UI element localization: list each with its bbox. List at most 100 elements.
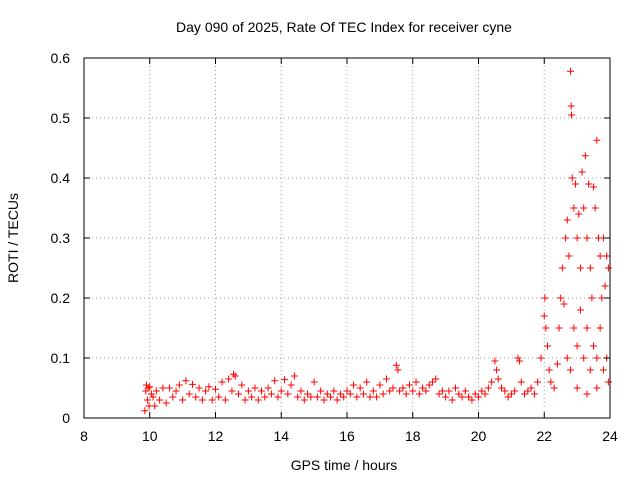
data-point xyxy=(277,387,285,395)
data-point xyxy=(547,378,555,386)
data-point xyxy=(590,342,598,350)
data-point xyxy=(581,152,589,160)
data-point xyxy=(396,387,404,395)
x-axis-label: GPS time / hours xyxy=(291,457,398,473)
data-point xyxy=(545,366,553,374)
data-point xyxy=(585,180,593,188)
data-point xyxy=(588,294,596,302)
data-point xyxy=(198,396,206,404)
data-point xyxy=(451,384,459,392)
data-point xyxy=(563,216,571,224)
data-point xyxy=(221,396,229,404)
data-point xyxy=(580,354,588,362)
data-point xyxy=(573,342,581,350)
data-point xyxy=(530,390,538,398)
data-point xyxy=(202,387,210,395)
data-point xyxy=(215,393,223,401)
data-point xyxy=(604,378,612,386)
data-point xyxy=(590,183,598,191)
x-tick-label: 10 xyxy=(142,428,158,444)
data-point xyxy=(192,393,200,401)
data-point xyxy=(576,264,584,272)
data-point xyxy=(553,360,561,368)
data-point xyxy=(208,396,216,404)
data-point xyxy=(419,384,427,392)
data-point xyxy=(346,390,354,398)
data-point xyxy=(586,366,594,374)
data-point xyxy=(475,393,482,401)
data-point xyxy=(353,393,361,401)
x-tick-label: 20 xyxy=(471,428,487,444)
data-point xyxy=(230,370,238,378)
data-point xyxy=(182,377,190,385)
data-point xyxy=(152,387,160,395)
data-point xyxy=(340,393,348,401)
data-point xyxy=(359,390,367,398)
data-point xyxy=(568,174,576,182)
data-point xyxy=(575,210,583,218)
data-point xyxy=(392,361,400,369)
data-point xyxy=(504,393,512,401)
data-point xyxy=(238,381,246,389)
data-point xyxy=(435,390,443,398)
data-point xyxy=(376,381,384,389)
data-point xyxy=(494,375,502,383)
data-point xyxy=(373,393,381,401)
x-tick-label: 16 xyxy=(339,428,355,444)
data-point xyxy=(300,396,308,404)
data-point xyxy=(228,387,236,395)
data-point xyxy=(235,390,243,398)
data-point xyxy=(241,396,249,404)
data-point xyxy=(558,264,566,272)
y-tick-label: 0.5 xyxy=(51,110,71,126)
data-point xyxy=(586,264,594,272)
data-point xyxy=(465,393,473,401)
data-point xyxy=(172,387,180,395)
data-point xyxy=(481,390,489,398)
data-point xyxy=(179,396,187,404)
data-point xyxy=(366,393,374,401)
data-point xyxy=(571,180,579,188)
data-point xyxy=(593,384,601,392)
data-point xyxy=(567,366,575,374)
data-point xyxy=(149,393,157,401)
data-point xyxy=(484,384,492,392)
data-point xyxy=(542,324,550,332)
data-point xyxy=(573,384,581,392)
y-tick-label: 0.2 xyxy=(51,290,71,306)
data-point xyxy=(304,390,312,398)
data-point xyxy=(511,387,519,395)
data-point xyxy=(169,393,177,401)
data-point xyxy=(570,324,578,332)
data-point xyxy=(568,111,576,119)
data-point xyxy=(281,376,289,384)
data-point xyxy=(147,390,155,398)
data-point xyxy=(432,375,440,383)
data-point xyxy=(143,396,151,404)
data-point xyxy=(399,384,407,392)
data-point xyxy=(330,387,338,395)
data-point xyxy=(379,390,387,398)
data-point xyxy=(488,378,496,386)
data-point xyxy=(412,378,420,386)
grid xyxy=(84,58,610,418)
data-point xyxy=(185,390,193,398)
data-point xyxy=(576,306,584,314)
data-point xyxy=(593,354,601,362)
data-point xyxy=(307,393,315,401)
data-point xyxy=(507,390,515,398)
data-point xyxy=(212,385,219,393)
data-point xyxy=(578,168,586,176)
data-point xyxy=(517,378,525,386)
data-point xyxy=(491,357,499,365)
data-point xyxy=(320,396,328,404)
data-point xyxy=(144,384,152,392)
data-point xyxy=(438,387,446,395)
data-point xyxy=(162,399,170,407)
x-tick-label: 24 xyxy=(602,428,618,444)
data-point xyxy=(527,384,535,392)
data-point xyxy=(516,357,524,365)
data-point xyxy=(343,387,351,395)
data-point xyxy=(455,390,463,398)
